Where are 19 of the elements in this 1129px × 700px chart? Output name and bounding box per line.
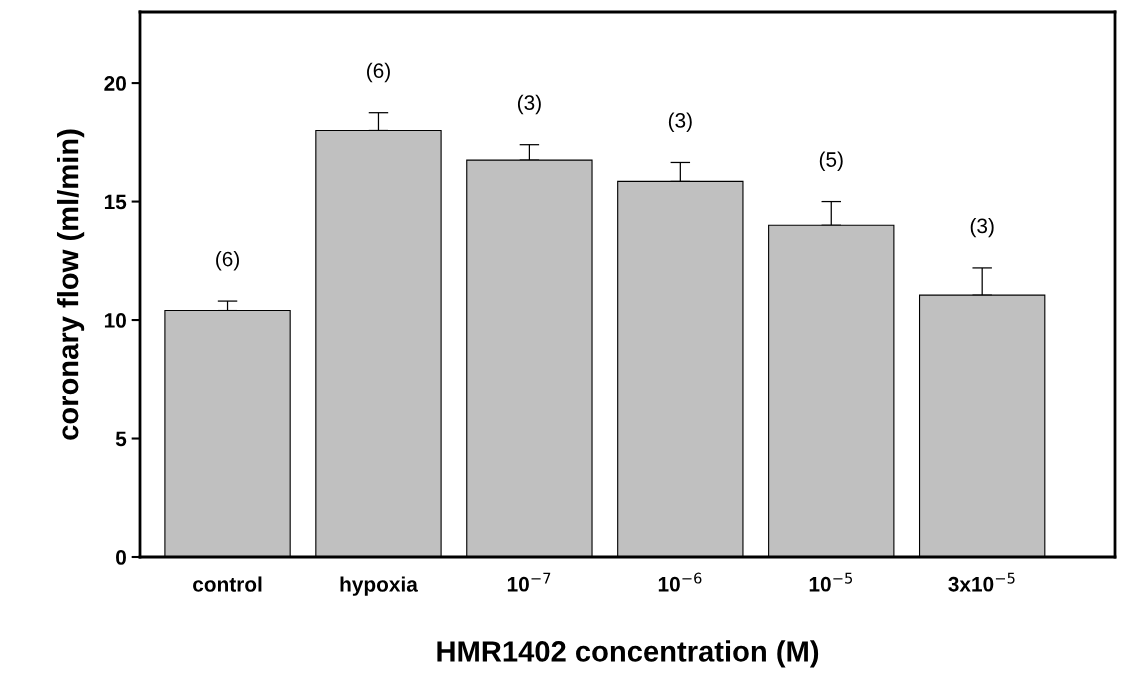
y-tick-label: 15: [104, 194, 127, 210]
x-tick-label: 10$^{−7}$: [507, 572, 551, 592]
x-tick-label: 10$^{−5}$: [809, 572, 853, 592]
x-tick-label: 3x10$^{−5}$: [948, 572, 1015, 592]
annotation: (3): [970, 217, 994, 238]
annotation: (5): [819, 151, 843, 171]
y-tick-label: 10: [104, 313, 126, 328]
annotation: (6): [367, 62, 390, 83]
annotation: (3): [668, 112, 692, 132]
y-tick-label: 0: [116, 550, 126, 565]
x-axis-title: HMR1402 concentration (M): [437, 640, 819, 668]
annotation: (3): [517, 94, 541, 115]
y-axis-title: coronary flow (ml/min): [57, 129, 85, 440]
y-tick-label: 5: [115, 431, 127, 447]
x-tick-label: hypoxia: [340, 576, 418, 596]
x-tick-label: 10$^{−6}$: [658, 572, 702, 592]
y-tick-label: 20: [104, 76, 126, 91]
annotation: (6): [216, 251, 239, 271]
x-tick-label: control: [193, 576, 262, 592]
